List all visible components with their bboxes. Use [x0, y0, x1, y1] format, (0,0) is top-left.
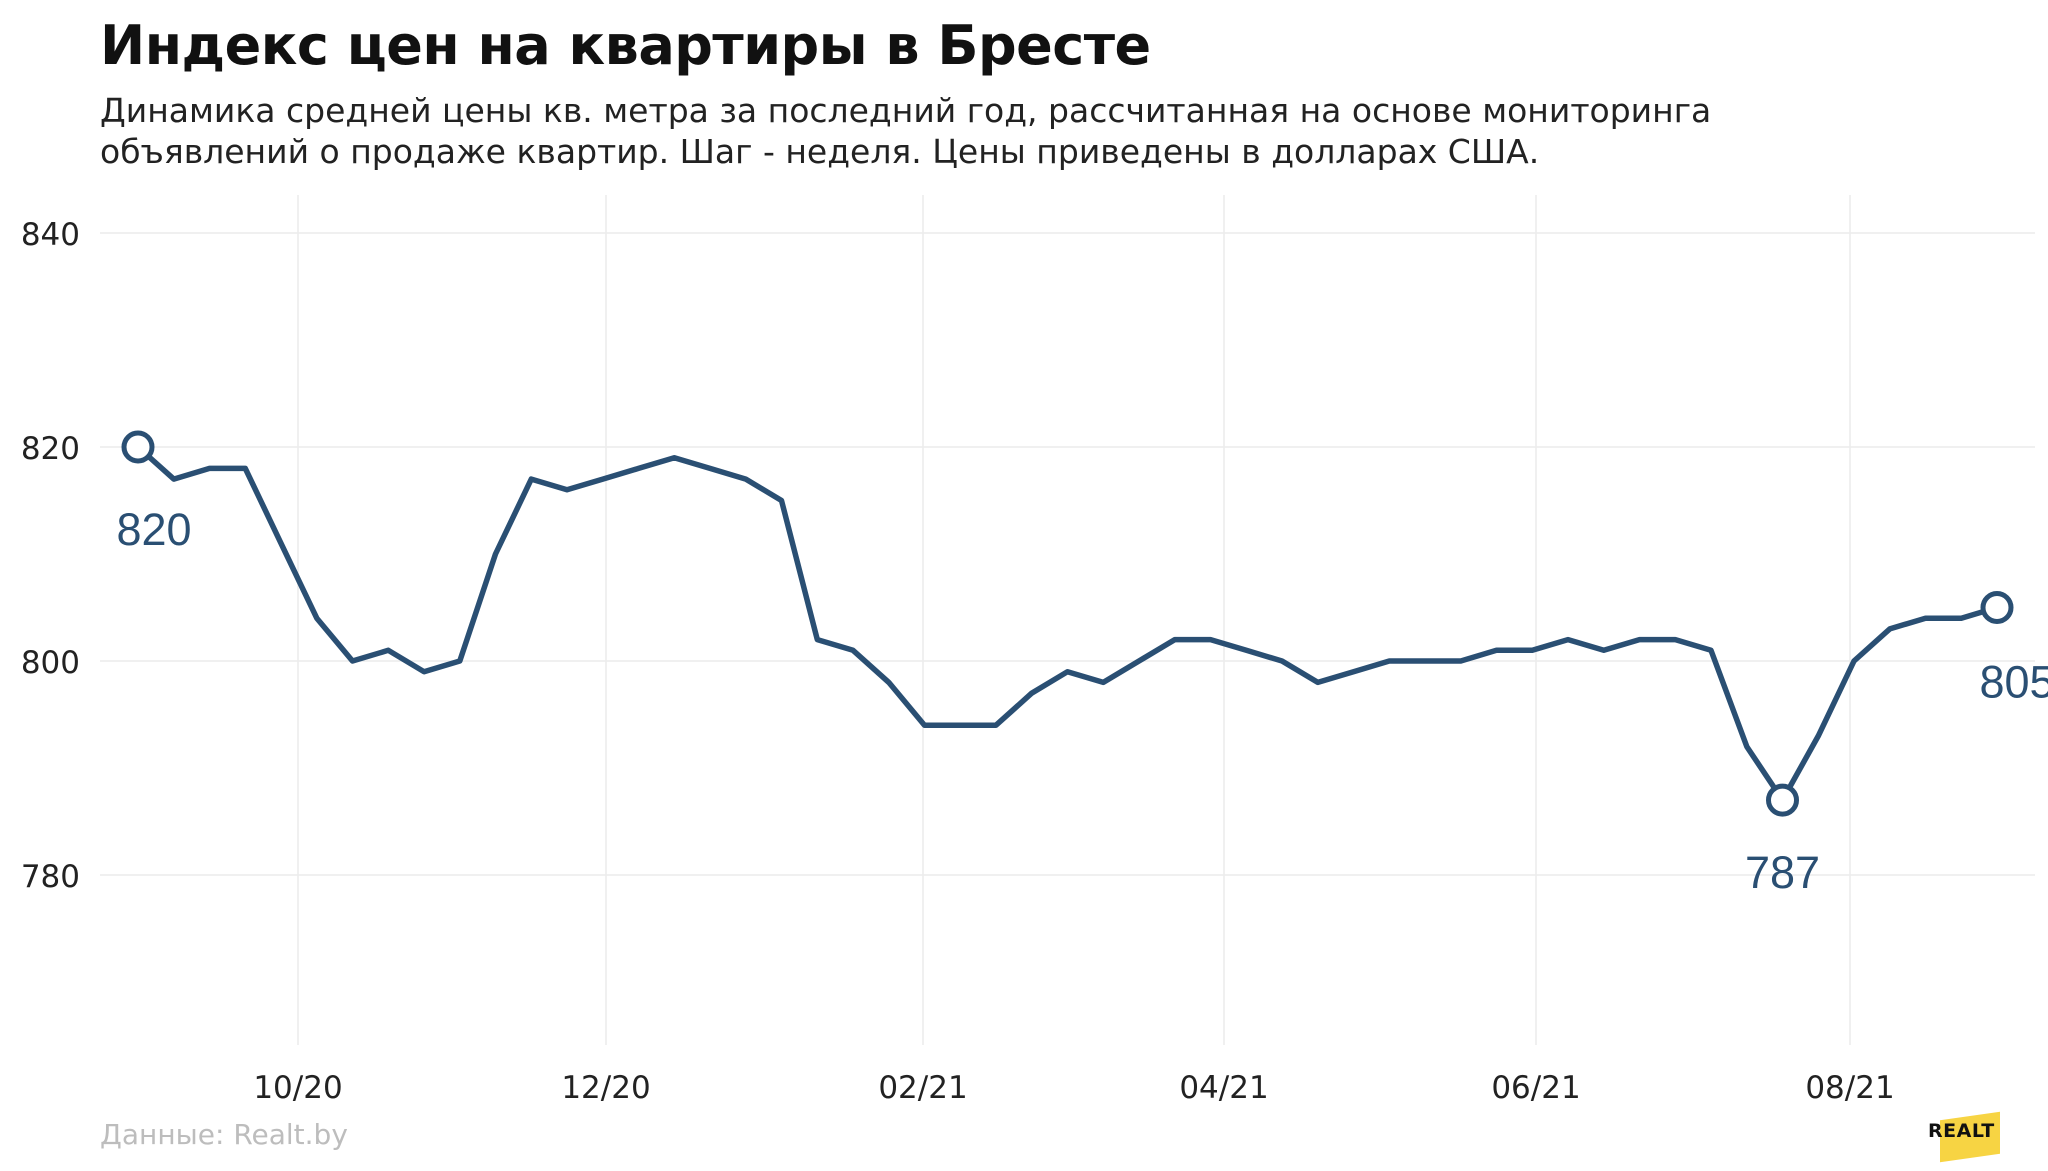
data-label: 820: [116, 504, 191, 555]
realt-logo: REALT: [1928, 1110, 2016, 1163]
logo-text: REALT: [1928, 1120, 1995, 1142]
x-tick-label: 06/21: [1491, 1070, 1580, 1106]
chart-title: Индекс цен на квартиры в Бресте: [100, 14, 1151, 77]
data-label: 805: [1979, 657, 2048, 708]
highlight-point-marker: [121, 430, 155, 464]
y-tick-label: 820: [21, 431, 80, 467]
subtitle-line-2: объявлений о продаже квартир. Шаг - неде…: [100, 132, 1540, 171]
grid-lines: [100, 195, 2035, 1045]
x-tick-label: 10/20: [253, 1070, 342, 1106]
x-tick-label: 08/21: [1805, 1070, 1894, 1106]
x-tick-label: 04/21: [1179, 1070, 1268, 1106]
axis-tick-labels: 780 800 820 840 10/20 12/20 02/21 04/21 06/21 08/…: [21, 217, 1895, 1106]
x-tick-label: 02/21: [878, 1070, 967, 1106]
highlight-point-marker: [1980, 591, 2014, 624]
annotation-layer: 820 787 805: [116, 430, 2048, 898]
y-tick-label: 800: [21, 645, 80, 681]
x-tick-label: 12/20: [561, 1070, 650, 1106]
chart-subtitle: Динамика средней цены кв. метра за после…: [100, 90, 1800, 172]
data-label: 787: [1745, 847, 1820, 898]
data-source-note: Данные: Realt.by: [100, 1118, 348, 1151]
y-tick-label: 780: [21, 859, 80, 895]
subtitle-line-1: Динамика средней цены кв. метра за после…: [100, 91, 1712, 130]
y-tick-label: 840: [21, 217, 80, 253]
price-index-line: [135, 444, 2000, 803]
highlight-point-marker: [1766, 783, 1799, 817]
series-layer: [135, 444, 2000, 803]
